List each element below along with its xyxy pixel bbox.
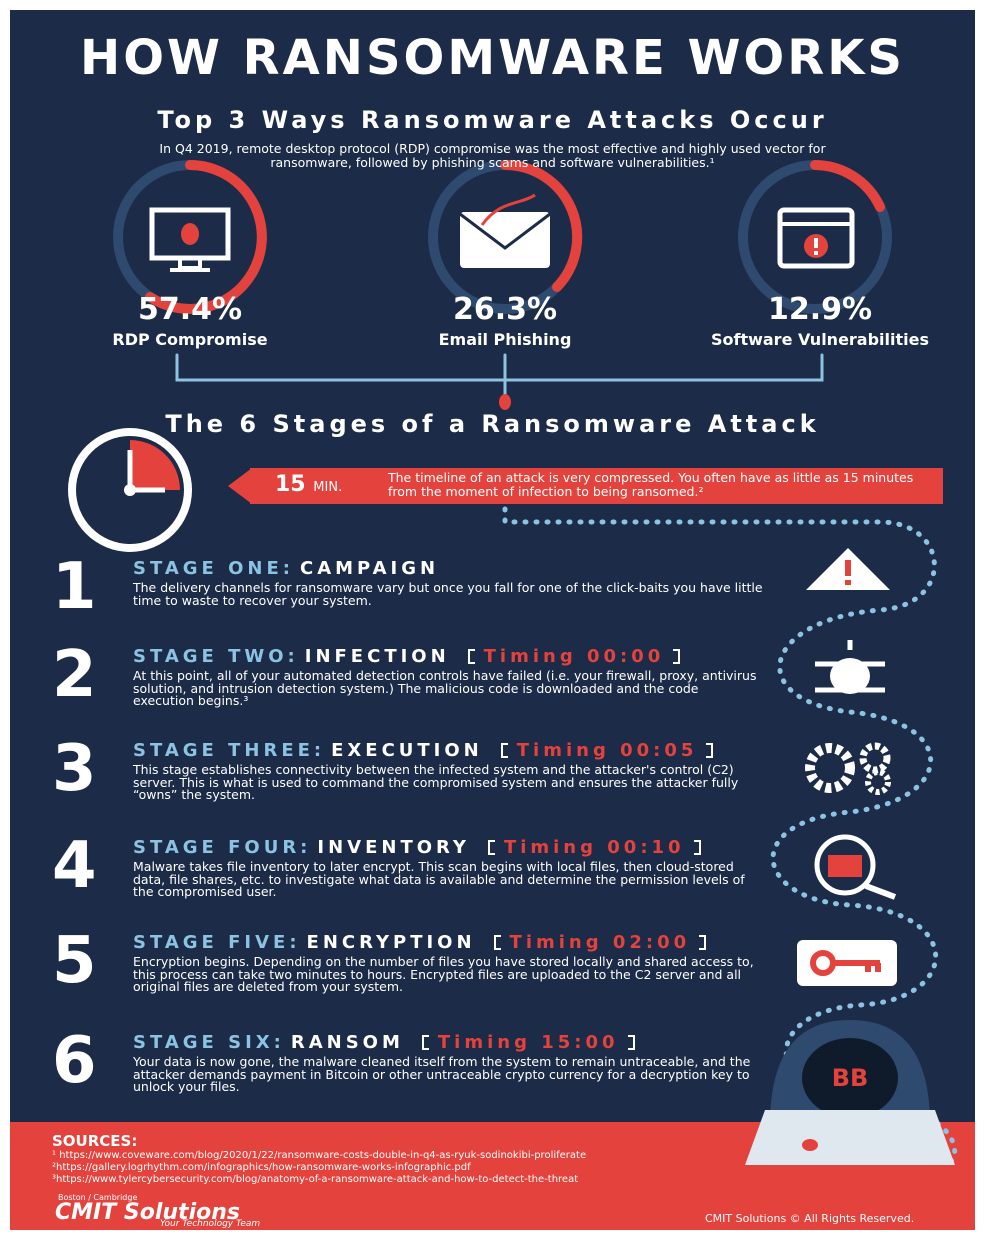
stage-name: CAMPAIGN bbox=[300, 558, 439, 579]
stage-text: The delivery channels for ransomware var… bbox=[133, 582, 763, 607]
source: ³https://www.tylercybersecurity.com/blog… bbox=[52, 1174, 578, 1185]
stage-text: Encryption begins. Depending on the numb… bbox=[133, 956, 763, 994]
stage-timing: Timing 00:10 bbox=[494, 837, 695, 858]
stage-heading: STAGE THREE: EXECUTION Timing 00:05 bbox=[133, 740, 707, 761]
stage-number: 6 bbox=[52, 1024, 97, 1098]
stage-number: 5 bbox=[52, 924, 97, 998]
stage-heading: STAGE TWO: INFECTION Timing 00:00 bbox=[133, 646, 674, 667]
tagline: Your Technology Team bbox=[160, 1219, 260, 1229]
stage-timing: Timing 15:00 bbox=[428, 1032, 629, 1053]
stage-timing: Timing 00:00 bbox=[474, 646, 675, 667]
source: ¹ https://www.coveware.com/blog/2020/1/2… bbox=[52, 1150, 586, 1161]
stage-name: RANSOM bbox=[291, 1032, 404, 1053]
stat-value: 12.9% bbox=[670, 292, 970, 327]
stage-text: Malware takes file inventory to later en… bbox=[133, 861, 763, 899]
stage-timing: Timing 00:05 bbox=[507, 740, 708, 761]
stage-heading: STAGE ONE: CAMPAIGN bbox=[133, 558, 439, 579]
stage-label: STAGE TWO: bbox=[133, 646, 299, 667]
title: HOW RANSOMWARE WORKS bbox=[0, 30, 985, 86]
stat-value: 26.3% bbox=[355, 292, 655, 327]
stage-heading: STAGE FOUR: INVENTORY Timing 00:10 bbox=[133, 837, 695, 858]
stage-number: 2 bbox=[52, 638, 97, 712]
stage-label: STAGE FOUR: bbox=[133, 837, 311, 858]
stat-label: RDP Compromise bbox=[40, 330, 340, 349]
stat-label: Software Vulnerabilities bbox=[670, 330, 970, 349]
stat-value: 57.4% bbox=[40, 292, 340, 327]
stage-label: STAGE THREE: bbox=[133, 740, 325, 761]
infographic: BB HOW RANSOMWARE WORKS Top 3 Ways Ranso… bbox=[0, 0, 985, 1237]
timeline-minutes: 15 MIN. bbox=[275, 472, 342, 497]
stage-number: 1 bbox=[52, 550, 97, 624]
subtitle: Top 3 Ways Ransomware Attacks Occur bbox=[0, 106, 985, 134]
timeline-text: The timeline of an attack is very compre… bbox=[388, 471, 933, 499]
sources-title: SOURCES: bbox=[52, 1132, 137, 1150]
stage-heading: STAGE SIX: RANSOM Timing 15:00 bbox=[133, 1032, 629, 1053]
copyright: CMIT Solutions © All Rights Reserved. bbox=[705, 1212, 914, 1225]
stage-number: 4 bbox=[52, 829, 97, 903]
stage-heading: STAGE FIVE: ENCRYPTION Timing 02:00 bbox=[133, 932, 700, 953]
hacker-text: BB bbox=[832, 1064, 869, 1092]
stage-name: EXECUTION bbox=[331, 740, 483, 761]
stat-label: Email Phishing bbox=[355, 330, 655, 349]
stage-label: STAGE ONE: bbox=[133, 558, 294, 579]
stage-text: This stage establishes connectivity betw… bbox=[133, 764, 763, 802]
intro: In Q4 2019, remote desktop protocol (RDP… bbox=[140, 142, 845, 170]
minutes-unit: MIN. bbox=[313, 480, 342, 495]
stage-text: At this point, all of your automated det… bbox=[133, 670, 763, 708]
stage-text: Your data is now gone, the malware clean… bbox=[133, 1056, 763, 1094]
source: ²https://gallery.logrhythm.com/infograph… bbox=[52, 1162, 471, 1173]
minutes: 15 bbox=[275, 472, 306, 497]
stage-name: INVENTORY bbox=[317, 837, 470, 858]
section-title: The 6 Stages of a Ransomware Attack bbox=[0, 410, 985, 438]
stage-label: STAGE SIX: bbox=[133, 1032, 285, 1053]
stage-timing: Timing 02:00 bbox=[500, 932, 701, 953]
stage-number: 3 bbox=[52, 732, 97, 806]
stage-label: STAGE FIVE: bbox=[133, 932, 301, 953]
stage-name: ENCRYPTION bbox=[307, 932, 476, 953]
stage-name: INFECTION bbox=[305, 646, 450, 667]
